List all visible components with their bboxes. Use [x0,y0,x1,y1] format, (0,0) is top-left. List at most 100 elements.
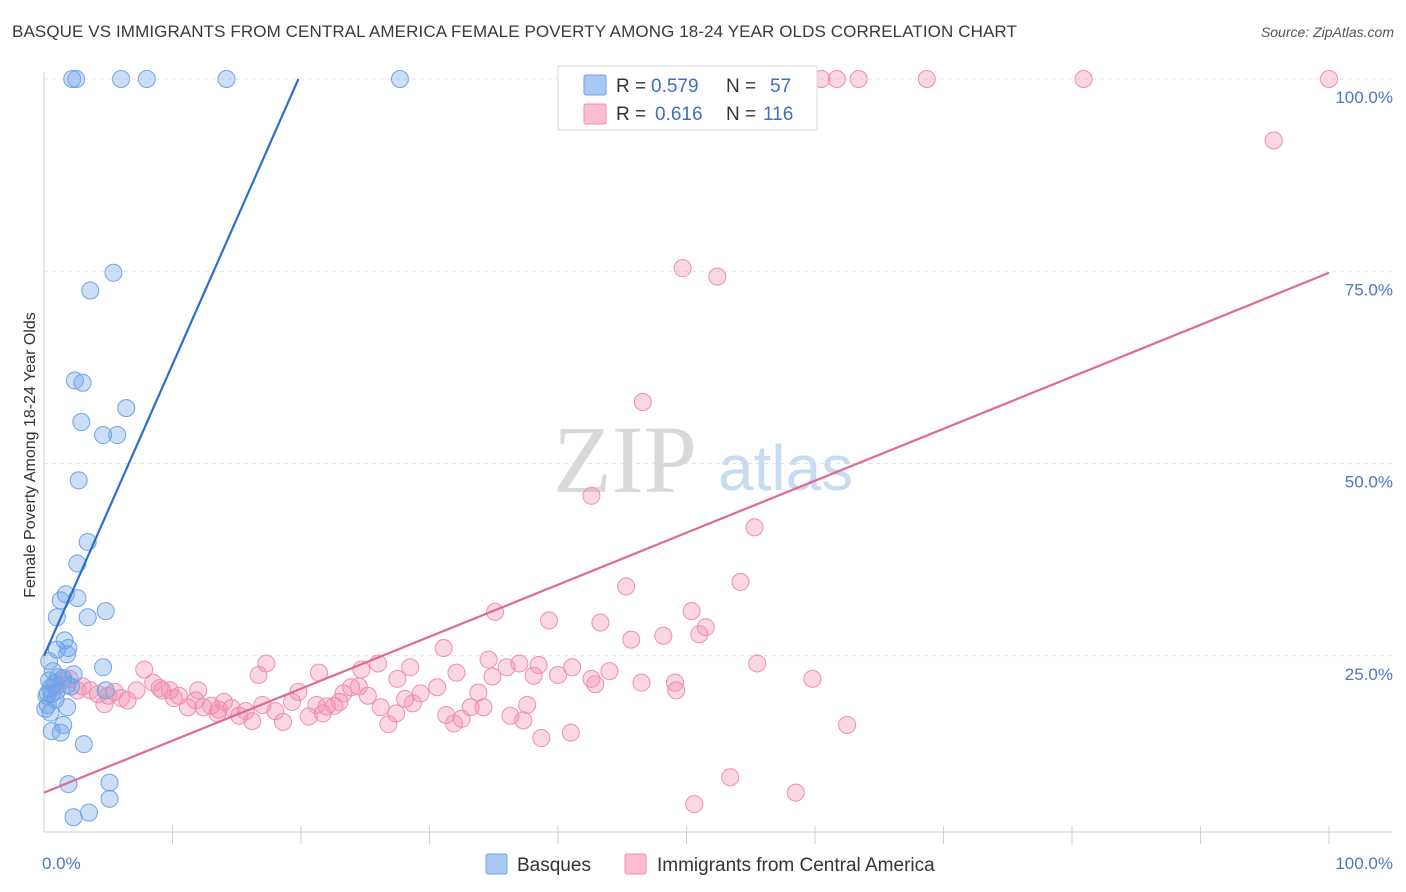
basques-point [69,471,88,490]
legend-immigrants-n-value: 116 [763,104,793,125]
basques-point [94,426,113,445]
basques-point [117,399,136,418]
immigrants-point [838,715,857,734]
immigrants-point [447,663,466,682]
immigrants-point [586,675,605,694]
basques-point [61,677,80,696]
immigrants-point [1264,131,1283,150]
basques-point [100,789,119,808]
y-tick-label: 100.0% [1335,88,1393,107]
immigrants-point [600,662,619,681]
y-tick-label: 25.0% [1345,665,1393,684]
immigrants-point [349,677,368,696]
immigrants-point [189,681,208,700]
immigrants-point [403,694,422,713]
immigrants-point [127,681,146,700]
immigrants-point [529,655,548,674]
basques-point [67,70,86,88]
immigrants-point [685,795,704,814]
basques-point [74,735,93,754]
legend-immigrants-r-label: R = [616,104,646,125]
gridlines [44,78,1392,657]
immigrants-point [1320,70,1338,88]
basques-point [390,70,409,88]
x-axis-ticks [172,826,1330,844]
basques-point [137,70,156,88]
immigrants-point [243,712,262,731]
bottom-legend-swatch-immigrants [624,853,647,875]
immigrants-point [708,267,727,286]
immigrants-point [532,729,551,748]
basques-point [79,803,98,822]
basques-point [38,684,57,703]
immigrants-point [313,704,332,723]
x-tick-label-min: 0.0% [42,854,81,873]
immigrants-point [358,686,377,705]
immigrants-point [786,783,805,802]
immigrants-point [827,70,846,88]
basques-point [59,639,78,658]
y-axis-title: Female Poverty Among 18-24 Year Olds [22,312,39,598]
basques-point [112,70,131,88]
bottom-legend-swatch-basques [485,853,508,875]
immigrants-point [524,666,543,685]
immigrants-point [135,660,154,679]
immigrants-point [164,689,183,708]
trendline-immigrants [43,271,1330,794]
immigrants-point [632,673,651,692]
basques-point [73,373,92,392]
immigrants-point [274,712,293,731]
basques-point [81,281,100,300]
legend-basques-n-label: N = [726,76,756,97]
series-immigrants-points [46,70,1338,814]
immigrants-point [411,684,430,703]
basques-point [108,426,127,445]
basques-point [40,652,59,671]
immigrants-point [387,704,406,723]
y-tick-label: 75.0% [1345,280,1393,299]
basques-point [100,773,119,792]
immigrants-point [474,698,493,717]
y-tick-label: 50.0% [1345,473,1393,492]
bottom-legend-immigrants: Immigrants from Central America [657,855,935,876]
immigrants-point [745,518,764,537]
immigrants-point [479,650,498,669]
immigrants-point [497,658,516,677]
source-credit: Source: ZipAtlas.com [1260,24,1394,40]
immigrants-point [622,630,641,649]
basques-point [104,263,123,282]
immigrants-point [118,691,137,710]
immigrants-point [249,665,268,684]
legend-swatch-basques [583,74,607,96]
immigrants-point [803,669,822,688]
y-tick-labels: 25.0% 50.0% 75.0% 100.0% [1335,88,1393,684]
immigrants-point [633,392,652,411]
legend-immigrants-r-value: 0.616 [655,104,703,125]
immigrants-point [469,683,488,702]
watermark: ZIP atlas [553,406,853,513]
watermark-zip: ZIP [553,406,697,513]
immigrants-point [563,658,582,677]
immigrants-point [561,723,580,742]
basques-point [96,602,115,621]
x-tick-label-max: 100.0% [1335,854,1393,873]
basques-point [58,698,77,717]
basques-point [96,681,115,700]
immigrants-point [540,611,559,630]
immigrants-point [682,602,701,621]
immigrants-point [178,698,197,717]
basques-point [58,645,77,664]
immigrants-point [721,768,740,787]
immigrants-point [731,572,750,591]
immigrants-point [690,625,709,644]
basques-point [94,658,113,677]
immigrants-point [401,658,420,677]
immigrants-point [591,613,610,632]
basques-point [51,723,70,742]
basques-point [217,70,236,88]
immigrants-point [549,665,567,684]
immigrants-point [849,70,868,88]
immigrants-point [654,626,673,645]
immigrants-point [673,259,692,278]
